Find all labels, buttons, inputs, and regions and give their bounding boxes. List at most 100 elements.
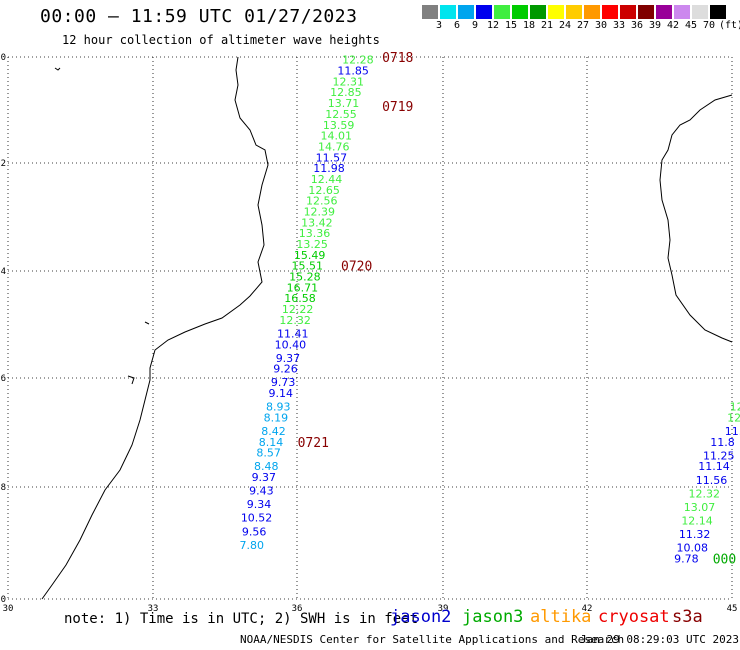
wave-height-value: 12.28: [342, 54, 374, 67]
wave-height-value: 12.32: [689, 487, 721, 500]
colorbar-label: 27: [576, 20, 590, 31]
wave-height-value: 11.8: [725, 425, 740, 438]
wave-height-value: 9.73: [271, 376, 296, 389]
colorbar-swatch: [584, 5, 600, 19]
colorbar-swatch: [476, 5, 492, 19]
colorbar-swatch: [458, 5, 474, 19]
map-subtitle: 12 hour collection of altimeter wave hei…: [62, 33, 380, 47]
colorbar-swatch: [422, 5, 438, 19]
colorbar-label: 42: [666, 20, 680, 31]
colorbar-swatch: [512, 5, 528, 19]
wave-height-value: 11.14: [698, 460, 730, 473]
time-labels: 0718 0719 0720 0721 000: [298, 51, 737, 567]
wave-height-value: 12.14: [681, 514, 713, 527]
lat-tick-label: -30: [0, 595, 6, 605]
wave-height-value: 11.56: [696, 474, 728, 487]
wave-height-value: 9.43: [249, 485, 274, 498]
lat-tick-label: -28: [0, 483, 6, 493]
colorbar-swatch: [710, 5, 726, 19]
map-title: 00:00 – 11:59 UTC 01/27/2023: [40, 6, 358, 27]
wave-height-value: 11.25: [703, 449, 735, 462]
wave-height-value: 11.41: [277, 327, 309, 340]
satellite-legend-item: s3a: [672, 607, 703, 627]
wave-height-value: 10.08: [676, 542, 708, 555]
colorbar-swatch: [566, 5, 582, 19]
wave-height-value: 9.37: [252, 471, 277, 484]
wave-height-value: 12.44: [311, 173, 343, 186]
colorbar-swatch: [620, 5, 636, 19]
satellite-legend-item: jason2: [390, 607, 452, 627]
wave-height-value: 8.42: [261, 425, 286, 438]
colorbar-swatch: [440, 5, 456, 19]
lon-tick-label: 42: [582, 604, 593, 614]
colorbar-swatch: [656, 5, 672, 19]
wave-height-value: 13.25: [296, 238, 328, 251]
colorbar-label: 70: [702, 20, 716, 31]
colorbar-label: 30: [594, 20, 608, 31]
colorbar-label: 3: [435, 20, 443, 31]
wave-height-value: 12.56: [306, 195, 338, 208]
wave-height-value: 9.56: [242, 525, 267, 538]
wave-height-value: 12.22: [282, 303, 314, 316]
colorbar-swatch: [494, 5, 510, 19]
satellite-legend-item: cryosat: [598, 607, 670, 627]
wave-height-value: 13.36: [299, 227, 331, 240]
coastline-africa: [41, 56, 269, 600]
wave-height-value: 11.85: [337, 65, 369, 78]
colorbar-label: 15: [504, 20, 518, 31]
wave-height-value: 9.14: [268, 387, 293, 400]
colorbar-swatch: [530, 5, 546, 19]
colorbar-swatch: [638, 5, 654, 19]
colorbar-label: 12: [486, 20, 500, 31]
wave-height-value: 12.32: [279, 314, 311, 327]
colorbar-label: 21: [540, 20, 554, 31]
lat-tick-label: -22: [0, 159, 6, 169]
colorbar-label: (ft): [719, 20, 740, 31]
colorbar-label: 45: [684, 20, 698, 31]
satellite-legend-item: jason3: [462, 607, 524, 627]
time-label: 0719: [382, 100, 413, 115]
satellite-track-main: 12.2811.8512.3112.8513.7112.5513.5914.01…: [239, 54, 373, 552]
lon-tick-label: 33: [148, 604, 159, 614]
wave-height-value: 8.93: [266, 401, 291, 414]
colorbar-swatch: [548, 5, 564, 19]
wave-height-value: 16.71: [287, 281, 319, 294]
wave-height-value: 11.98: [313, 162, 345, 175]
wave-height-value: 11.8: [710, 436, 735, 449]
colorbar-swatch: [674, 5, 690, 19]
wave-height-value: 8.48: [254, 460, 279, 473]
coastline-madagascar: [659, 94, 733, 343]
grid-lines: [7, 56, 733, 600]
inlet-outline: [127, 375, 135, 385]
colorbar-label: 18: [522, 20, 536, 31]
wave-height-value: 12.65: [308, 184, 340, 197]
wave-height-value: 15.49: [294, 249, 326, 262]
wave-height-value: 9.37: [276, 352, 301, 365]
wave-height-value: 12.31: [333, 75, 365, 88]
wave-height-value: 9.78: [674, 552, 699, 565]
time-label: 0720: [341, 260, 372, 275]
wave-height-value: 13.07: [684, 501, 716, 514]
colorbar-label: 33: [612, 20, 626, 31]
lat-tick-label: -24: [0, 267, 6, 277]
time-label: 0718: [382, 51, 413, 66]
time-label: 000: [713, 552, 736, 567]
colorbar-swatch: [602, 5, 618, 19]
axis-labels: -20 -22 -24 -26 -28 -3030 33 36 39 42 45: [0, 53, 737, 614]
colorbar-label: 39: [648, 20, 662, 31]
wave-height-value: 11.32: [679, 528, 711, 541]
wave-height-value: 12: [727, 411, 740, 424]
wave-height-value: 11.57: [316, 151, 348, 164]
wave-height-value: 12.85: [330, 86, 362, 99]
lon-tick-label: 39: [438, 604, 449, 614]
lat-tick-label: -26: [0, 374, 6, 384]
lake-outline: [54, 67, 61, 71]
wave-height-value: 16.58: [284, 292, 316, 305]
wave-height-value: 7.80: [239, 539, 264, 552]
wave-height-value: 8.19: [264, 411, 289, 424]
wave-height-value: 12: [730, 401, 740, 414]
footer-timestamp: Jan 29 08:29:03 UTC 2023: [580, 633, 739, 646]
wave-height-value: 12.55: [325, 108, 357, 121]
wave-height-value: 13.42: [301, 216, 333, 229]
